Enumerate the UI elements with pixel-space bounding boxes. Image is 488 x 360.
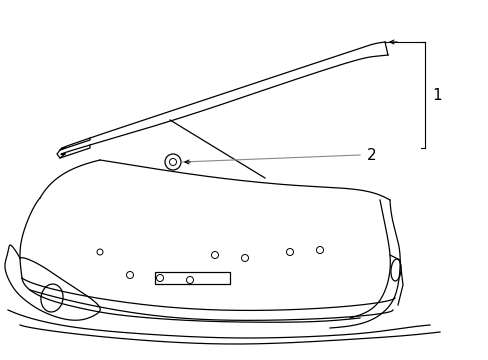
Text: 2: 2 (366, 148, 376, 162)
Text: 1: 1 (431, 87, 441, 103)
Bar (155, 272, 229, 284)
